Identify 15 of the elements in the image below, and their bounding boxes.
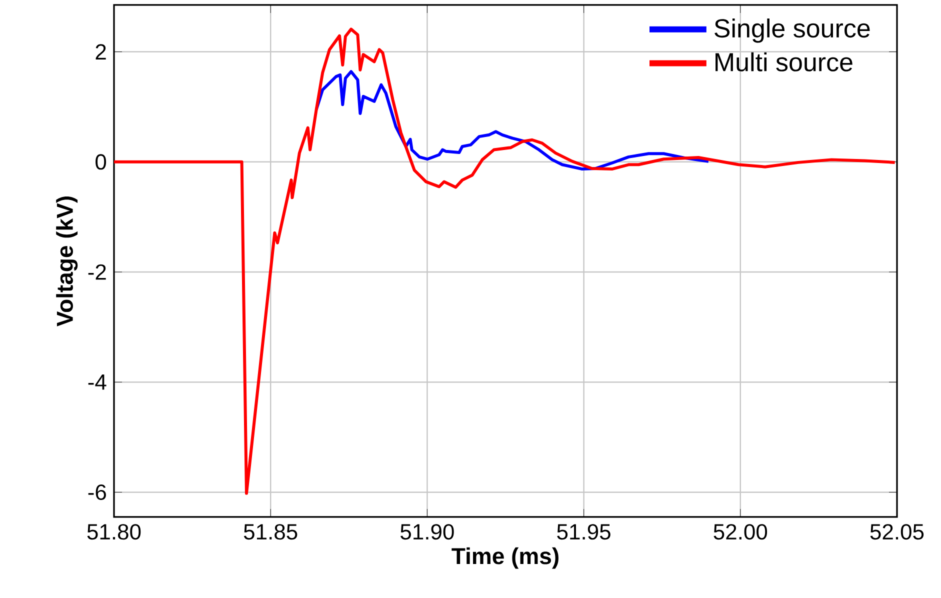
legend-label: Multi source [716, 52, 852, 72]
x-tick-label: 51.80 [87, 524, 141, 540]
legend-label: Single source [714, 18, 870, 43]
y-tick-label: -6 [88, 484, 106, 500]
y-tick-label: -4 [88, 374, 106, 390]
x-tick-label: 51.95 [557, 524, 610, 540]
y-tick-label: -2 [88, 264, 106, 280]
x-tick-label: 52.05 [870, 524, 924, 540]
x-tick-label: 51.85 [244, 524, 298, 540]
x-tick-label: 51.90 [400, 524, 454, 540]
y-tick-label: 0 [96, 154, 106, 170]
y-tick-label: 2 [96, 44, 106, 60]
x-axis-title: Time (ms) [452, 547, 558, 569]
x-tick-label: 52.00 [714, 524, 768, 540]
y-axis-title: Voltage (kV) [56, 196, 78, 326]
